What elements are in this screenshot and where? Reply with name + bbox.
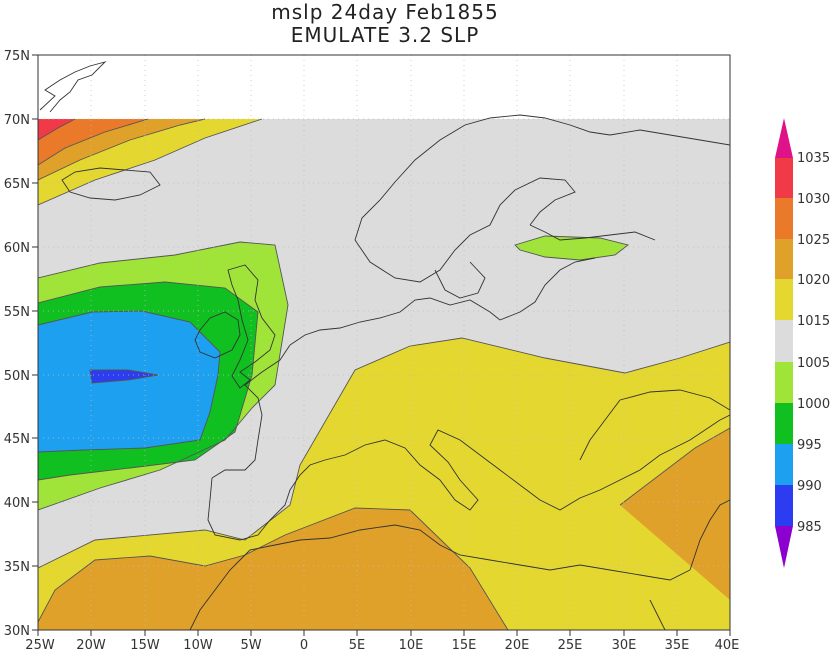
colorbar-label: 1025: [797, 233, 830, 248]
lat-label: 60N: [4, 241, 30, 256]
band-1025-1030-north: [38, 119, 148, 165]
lon-label: 5E: [349, 638, 366, 651]
coastlines: [39, 61, 730, 630]
lon-label: 10W: [183, 638, 213, 651]
plot-frame: [37, 54, 731, 631]
colorbar-label: 1020: [797, 273, 830, 288]
lon-label: 25W: [25, 638, 55, 651]
lon-label: 0: [300, 638, 308, 651]
lon-label: 15E: [452, 638, 477, 651]
lat-label: 55N: [4, 305, 30, 320]
lon-label: 15W: [130, 638, 160, 651]
colorbar-swatch-1005-1015: [775, 320, 793, 362]
lon-label: 30E: [612, 638, 637, 651]
colorbar-label: 1005: [797, 356, 830, 371]
graticule: [38, 55, 730, 630]
band-1030-1035-north: [38, 119, 75, 140]
colorbar-swatch-995-1000: [775, 403, 793, 444]
lat-label: 35N: [4, 560, 30, 575]
colorbar-label: 1015: [797, 314, 830, 329]
band-1020-1025-east: [620, 428, 730, 600]
lon-label: 25E: [558, 638, 583, 651]
lon-label: 20E: [505, 638, 530, 651]
lat-label: 65N: [4, 177, 30, 192]
lon-label: 40E: [715, 638, 740, 651]
lat-label: 50N: [4, 369, 30, 384]
band-990-995-low: [38, 311, 220, 452]
band-985-990-low: [90, 370, 158, 383]
colorbar-swatch-1015-1020: [775, 279, 793, 320]
colorbar-swatch-1030-1035: [775, 158, 793, 198]
colorbar-label: 990: [797, 479, 822, 494]
band-1000-1005-baltic: [515, 236, 628, 260]
lon-label: 5W: [240, 638, 261, 651]
lon-label: 10E: [399, 638, 424, 651]
colorbar-swatch-1025-1030: [775, 198, 793, 239]
band-1015-1020-south: [38, 338, 730, 630]
pressure-field: [38, 55, 730, 630]
colorbar-swatch-1020-1025: [775, 239, 793, 279]
colorbar-swatch-985-990: [775, 485, 793, 526]
colorbar-label: 1030: [797, 192, 830, 207]
lat-label: 40N: [4, 496, 30, 511]
lon-label: 35E: [665, 638, 690, 651]
colorbar-swatch-990-995: [775, 444, 793, 485]
lat-label: 75N: [4, 49, 30, 64]
colorbar-bottom-arrow: [775, 526, 793, 568]
lon-label: 20W: [76, 638, 106, 651]
colorbar-label: 985: [797, 520, 822, 535]
map-subtitle: EMULATE 3.2 SLP: [290, 23, 480, 47]
colorbar-label: 1035: [797, 151, 830, 166]
colorbar-label: 995: [797, 438, 822, 453]
band-1020-1025-west: [38, 508, 508, 630]
colorbar: [775, 118, 793, 568]
lat-label: 70N: [4, 113, 30, 128]
map-title: mslp 24day Feb1855: [271, 0, 499, 24]
colorbar-swatch-1000-1005: [775, 362, 793, 403]
colorbar-top-arrow: [775, 118, 793, 158]
axis-ticks: [32, 54, 731, 636]
lat-label: 30N: [4, 624, 30, 639]
colorbar-label: 1000: [797, 397, 830, 412]
lat-label: 45N: [4, 432, 30, 447]
